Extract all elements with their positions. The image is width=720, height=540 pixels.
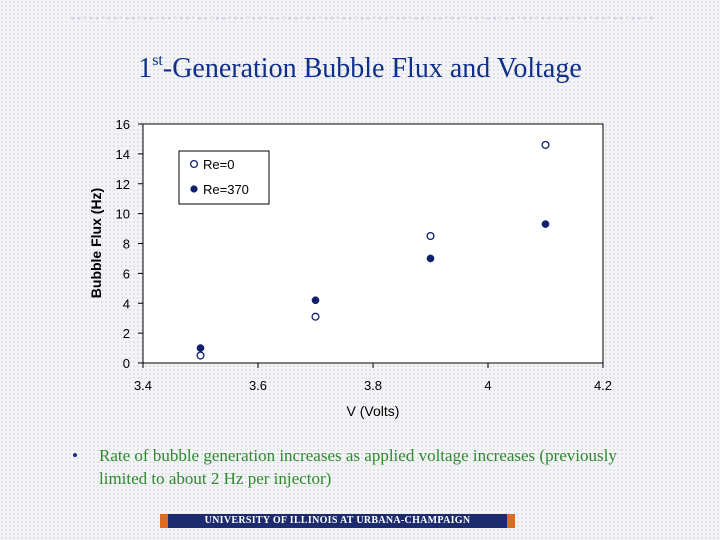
title-rest: -Generation Bubble Flux and Voltage [162,53,582,84]
x-tick-label: 4 [484,378,491,393]
data-points [196,140,550,360]
legend-label-re370: Re=370 [203,182,249,197]
y-tick-label: 10 [116,207,130,222]
x-tick-label: 3.4 [134,378,152,393]
legend-box [178,150,270,205]
x-tick-label: 3.8 [364,378,382,393]
y-tick-label: 14 [116,147,130,162]
y-tick-label: 8 [123,237,130,252]
data-point-re370 [541,220,550,228]
data-point-re370 [196,344,205,352]
y-tick-label: 4 [123,296,130,311]
legend-marker-re370 [190,185,198,193]
data-point-re370 [426,254,435,263]
bullet-text: Rate of bubble generation increases as a… [99,446,617,488]
y-axis-label: Bubble Flux (Hz) [88,188,104,298]
slide-title: 1st-Generation Bubble Flux and Voltage [0,52,720,85]
data-point-re0 [311,312,320,321]
x-axis-label: V (Volts) [347,403,400,419]
y-tick-label: 2 [123,326,130,341]
top-decorative-border: ∘∘◦∘∘◦∘∘◦∘∘◦∘∘◦∘∘◦∘∘◦∘∘◦∘∘◦∘∘◦∘∘◦∘∘◦∘∘◦∘… [70,14,655,24]
data-point-re370 [311,296,320,305]
axis-ticks: 3.4 3.6 3.8 4 4.2 0 2 4 6 8 10 12 14 16 [116,117,613,393]
legend-label-re0: Re=0 [203,157,234,172]
y-tick-label: 0 [123,356,130,371]
title-prefix: 1 [138,53,153,84]
y-tick-label: 6 [123,266,130,281]
legend-marker-re0 [189,159,199,169]
footer-banner: UNIVERSITY OF ILLINOIS AT URBANA-CHAMPAI… [160,514,515,528]
title-superscript: st [152,52,163,69]
y-tick-label: 16 [116,117,130,132]
data-point-re0 [541,140,550,149]
data-point-re0 [426,231,435,241]
x-tick-label: 4.2 [594,378,612,393]
legend: Re=0 Re=370 [178,150,270,205]
data-point-re0 [196,351,205,360]
bullet-dot: • [72,446,78,465]
x-tick-label: 3.6 [249,378,267,393]
y-tick-label: 12 [116,177,130,192]
